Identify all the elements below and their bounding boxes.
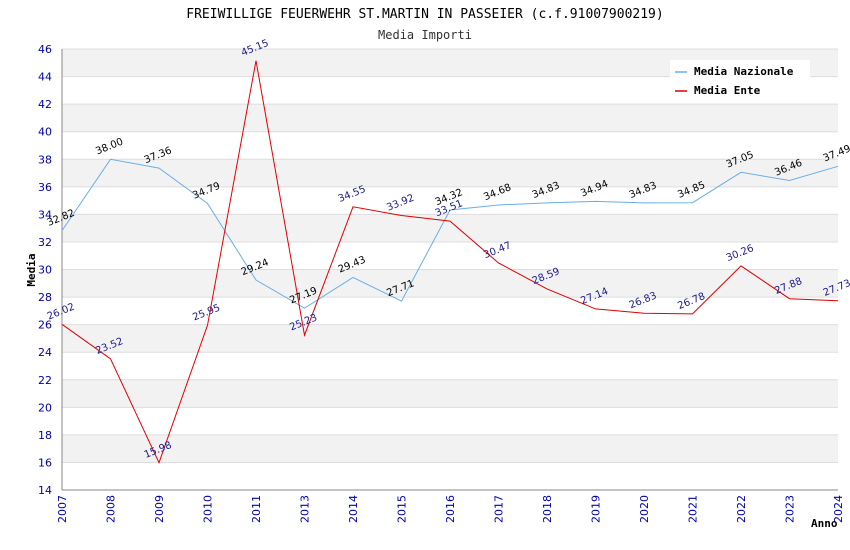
x-tick-label: 2008 <box>105 495 118 523</box>
y-tick-label: 38 <box>38 153 52 166</box>
legend-label-nazionale: Media Nazionale <box>694 65 794 78</box>
x-tick-label: 2019 <box>590 495 603 523</box>
data-label-nazionale: 38.00 <box>94 136 125 157</box>
x-tick-label: 2009 <box>153 495 166 523</box>
x-tick-label: 2024 <box>832 495 845 523</box>
x-tick-label: 2017 <box>493 495 506 523</box>
x-axis-title: Anno <box>811 517 838 530</box>
x-tick-label: 2020 <box>638 495 651 523</box>
grid-bands <box>62 48 838 491</box>
chart-subtitle: Media Importi <box>378 28 472 42</box>
y-tick-label: 24 <box>38 346 52 359</box>
x-tick-label: 2021 <box>687 495 700 523</box>
y-tick-label: 32 <box>38 236 52 249</box>
y-tick-label: 26 <box>38 319 52 332</box>
y-tick-label: 22 <box>38 374 52 387</box>
x-tick-label: 2016 <box>444 495 457 523</box>
y-tick-label: 46 <box>38 43 52 56</box>
series-lines <box>61 60 839 465</box>
y-tick-label: 36 <box>38 181 52 194</box>
grid-band <box>62 159 838 187</box>
x-tick-label: 2010 <box>202 495 215 523</box>
y-tick-label: 18 <box>38 429 52 442</box>
grid-band <box>62 434 838 463</box>
data-label-ente: 25.95 <box>191 303 222 324</box>
y-tick-label: 20 <box>38 401 52 414</box>
x-tick-label: 2015 <box>396 495 409 523</box>
y-tick-label: 28 <box>38 291 52 304</box>
grid-band <box>62 269 838 298</box>
series-line-media-nazionale <box>61 158 839 309</box>
series-line-media-ente <box>61 60 839 465</box>
legend: Media Nazionale Media Ente <box>670 60 810 102</box>
y-tick-label: 34 <box>38 208 52 221</box>
x-tick-label: 2022 <box>735 495 748 523</box>
legend-label-ente: Media Ente <box>694 84 761 97</box>
y-axis-title: Media <box>25 253 38 286</box>
chart-title: FREIWILLIGE FEUERWEHR ST.MARTIN IN PASSE… <box>186 7 663 22</box>
data-label-ente: 26.02 <box>46 302 77 323</box>
x-tick-label: 2014 <box>347 495 360 523</box>
y-tick-label: 30 <box>38 264 52 277</box>
grid-band <box>62 379 838 408</box>
x-tick-label: 2011 <box>250 495 263 523</box>
data-label-ente: 33.92 <box>385 193 416 214</box>
x-tick-label: 2007 <box>56 495 69 523</box>
y-tick-label: 42 <box>38 98 52 111</box>
legend-box <box>670 60 810 102</box>
data-label-ente: 30.26 <box>725 243 756 264</box>
x-tick-label: 2013 <box>299 495 312 523</box>
y-tick-label: 44 <box>38 71 52 84</box>
y-tick-label: 16 <box>38 456 52 469</box>
grid-band <box>62 214 838 242</box>
grid-band <box>62 104 838 132</box>
grid-band <box>62 324 838 353</box>
y-tick-label: 14 <box>38 484 52 497</box>
x-tick-label: 2018 <box>541 495 554 523</box>
y-tick-label: 40 <box>38 126 52 139</box>
data-label-ente: 30.47 <box>482 240 513 261</box>
x-tick-label: 2023 <box>784 495 797 523</box>
